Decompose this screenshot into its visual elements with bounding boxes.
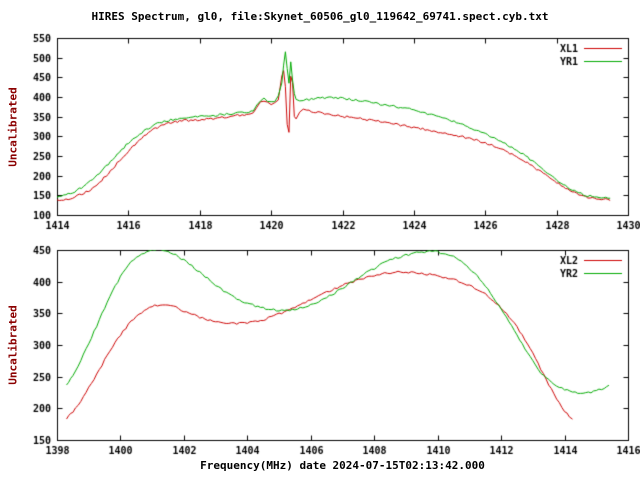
x-axis-label: Frequency(MHz) date 2024-07-15T02:13:42.… bbox=[200, 459, 485, 472]
top-chart-y-axis-label: Uncalibrated bbox=[6, 87, 20, 167]
bottom-chart-y-axis-label: Uncalibrated bbox=[6, 305, 20, 385]
chart-title: HIRES Spectrum, gl0, file:Skynet_60506_g… bbox=[91, 10, 549, 23]
